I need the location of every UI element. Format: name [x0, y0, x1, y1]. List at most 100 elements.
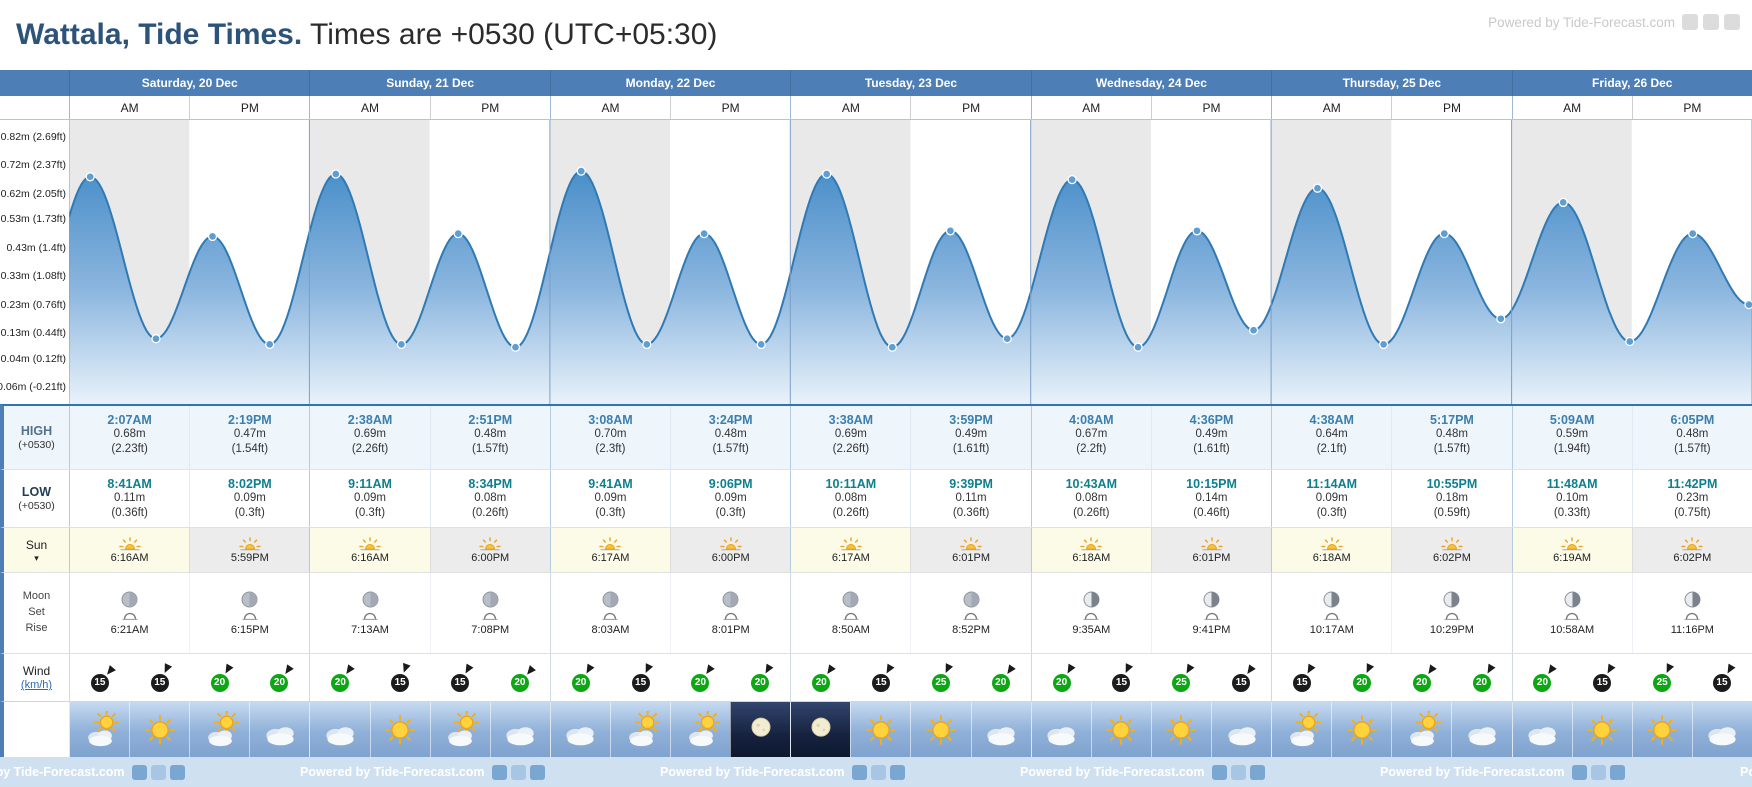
low-tide-time: 10:11AM: [825, 477, 877, 491]
high-tide-cell: 3:08AM 0.70m (2.3ft): [551, 406, 670, 469]
sunset-cell: 6:01PM: [910, 528, 1031, 572]
powered-by: Powered by Tide-Forecast.com: [660, 757, 905, 787]
instagram-icon[interactable]: [1590, 764, 1606, 780]
social-icons: [1571, 764, 1625, 780]
low-tide-height-ft: (0.3ft): [1316, 506, 1347, 519]
high-tide-height-ft: (1.54ft): [231, 442, 269, 455]
y-axis-label: 0.62m (2.05ft): [0, 188, 66, 200]
powered-by-text: Powered by Tide-Forecast.com: [300, 765, 485, 779]
corner-day-header: [0, 70, 69, 96]
sunrise-time: 6:16AM: [351, 551, 389, 564]
sunset-time: 5:59PM: [230, 551, 269, 564]
weather-sun-icon: [910, 702, 971, 757]
wind-indicator: 20: [208, 661, 234, 695]
moonrise-cell: 9:41PM: [1150, 573, 1271, 653]
instagram-icon[interactable]: [150, 764, 166, 780]
day-header: Tuesday, 23 Dec: [790, 70, 1030, 96]
wind-day-group: 20 15 25 15: [1511, 654, 1752, 701]
high-tide-height-ft: (1.57ft): [712, 442, 749, 455]
moonrise-arc-icon: [723, 611, 739, 620]
ampm-group: AM PM: [309, 96, 549, 119]
weather-cloud-icon: [1691, 702, 1752, 757]
weather-sun-icon: [850, 702, 911, 757]
sunrise-time: 6:18AM: [1072, 551, 1111, 564]
powered-by: Powered by Tide-Forecast.com: [0, 757, 185, 787]
pm-label: PM: [670, 96, 790, 119]
high-tide-cell: 3:38AM 0.69m (2.26ft): [791, 406, 910, 469]
moonset-cell: 10:17AM: [1272, 573, 1391, 653]
moon-phase-icon: [482, 591, 499, 608]
facebook-icon[interactable]: [1571, 764, 1587, 780]
moon-phase-icon: [241, 591, 258, 608]
powered-by-text: Powered by Tide-Forecast.com: [1380, 765, 1565, 779]
sun-day-group: 6:17AM 6:00PM: [549, 528, 791, 572]
sun-day-group: 6:16AM 6:00PM: [309, 528, 550, 572]
moon-phase-icon: [963, 591, 980, 608]
y-axis-label: 0.13m (0.44ft): [0, 327, 66, 339]
day-header: Saturday, 20 Dec: [69, 70, 309, 96]
facebook-icon[interactable]: [491, 764, 507, 780]
wind-speed: 15: [635, 677, 647, 688]
wind-unit-link[interactable]: (km/h): [20, 679, 53, 691]
moonrise-arc-icon: [963, 611, 979, 620]
high-tide-height-m: 0.69m: [834, 428, 867, 440]
weather-part-sun-icon: [670, 702, 731, 757]
sun-expand-caret[interactable]: ▾: [34, 552, 39, 563]
wind-indicator: 20: [688, 661, 716, 695]
row-label-column: 0.82m (2.69ft) 0.72m (2.37ft) 0.62m (2.05f…: [0, 70, 69, 757]
high-tide-cell: 2:51PM 0.48m (1.57ft): [429, 406, 550, 469]
moonset-arc-icon: [122, 611, 138, 620]
high-tide-time: 5:17PM: [1430, 413, 1474, 427]
facebook-icon[interactable]: [851, 764, 867, 780]
facebook-icon[interactable]: [131, 764, 147, 780]
high-tide-cell: 2:19PM 0.47m (1.54ft): [189, 406, 309, 469]
sunset-icon: [479, 536, 501, 551]
twitter-icon[interactable]: [1249, 764, 1265, 780]
y-axis-label: 0.82m (2.69ft): [0, 131, 66, 143]
low-tide-height-ft: (0.26ft): [472, 506, 509, 519]
facebook-icon[interactable]: [1682, 14, 1698, 30]
moonset-cell: 6:21AM: [70, 573, 189, 653]
wind-indicator: 15: [629, 661, 653, 695]
wind-speed-badge: 15: [1112, 673, 1131, 692]
powered-by-text: Powered by Tide-Forecast.com: [660, 765, 845, 779]
instagram-icon[interactable]: [870, 764, 886, 780]
instagram-icon[interactable]: [1703, 14, 1719, 30]
twitter-icon[interactable]: [529, 764, 545, 780]
low-tide-time: 8:34PM: [468, 477, 513, 491]
social-icons: [851, 764, 905, 780]
low-tide-day-group: 9:11AM 0.09m (0.3ft) 8:34PM 0.08m (0.26ft): [309, 470, 549, 527]
weather-sun-icon: [1090, 702, 1151, 757]
low-tide-height-m: 0.18m: [1435, 492, 1468, 504]
page-header: Wattala, Tide Times. Times are +0530 (UT…: [0, 0, 1752, 70]
wind-speed: 15: [1235, 677, 1247, 688]
low-tide-day-group: 10:43AM 0.08m (0.26ft) 10:15PM 0.14m (0.46ft): [1030, 470, 1271, 527]
moon-day-group: 9:35AM 9:41PM: [1030, 573, 1271, 653]
high-tide-height-m: 0.67m: [1075, 428, 1108, 440]
moon-phase-icon: [1564, 591, 1581, 608]
sun-row: 6:16AM 5:59PM 6:16AM 6:00PM 6:17AM 6:00PM 6:17…: [69, 527, 1752, 572]
y-axis-label: 0.53m (1.73ft): [0, 213, 66, 225]
twitter-icon[interactable]: [889, 764, 905, 780]
ampm-group: AM PM: [69, 96, 309, 119]
sunrise-cell: 6:17AM: [550, 528, 671, 572]
powered-by-text: Powered by Tide-Forecast.com: [1020, 765, 1205, 779]
facebook-icon[interactable]: [1211, 764, 1227, 780]
twitter-icon[interactable]: [169, 764, 185, 780]
high-tide-day-group: 2:38AM 0.69m (2.26ft) 2:51PM 0.48m (1.57ft): [309, 406, 549, 469]
twitter-icon[interactable]: [1609, 764, 1625, 780]
high-tide-height-ft: (1.57ft): [472, 442, 509, 455]
instagram-icon[interactable]: [1230, 764, 1246, 780]
wind-speed-badge: 20: [1052, 673, 1071, 692]
wind-speed: 20: [273, 677, 286, 688]
wind-speed: 20: [575, 677, 587, 688]
twitter-icon[interactable]: [1724, 14, 1740, 30]
sun-day-group: 6:18AM 6:02PM: [1271, 528, 1512, 572]
instagram-icon[interactable]: [510, 764, 526, 780]
weather-sun-icon: [1331, 702, 1392, 757]
sunset-icon: [719, 536, 742, 551]
day-header: Thursday, 25 Dec: [1271, 70, 1511, 96]
moon-day-group: 7:13AM 7:08PM: [309, 573, 549, 653]
high-tide-height-m: 0.68m: [113, 428, 146, 440]
low-tide-cell: 9:41AM 0.09m (0.3ft): [551, 470, 670, 527]
